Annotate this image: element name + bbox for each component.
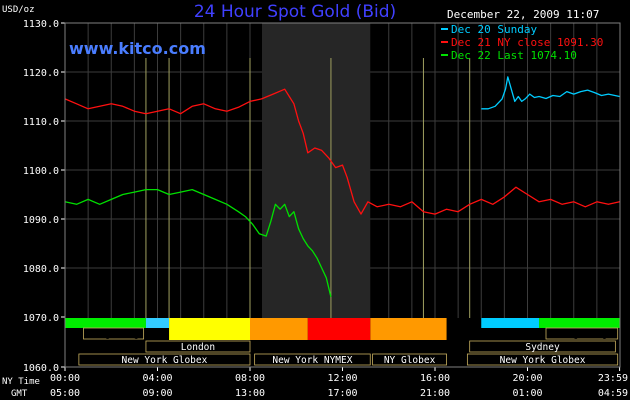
market-band-segment — [145, 318, 170, 328]
x-tick-label-gmt: 04:59 — [598, 388, 628, 399]
market-label: Hong Kong — [556, 329, 607, 340]
y-tick-label: 1070.0 — [23, 313, 59, 324]
market-label: New York NYMEX — [272, 355, 352, 366]
price-series — [64, 76, 620, 298]
market-label-box — [83, 327, 145, 340]
chart-title: 24 Hour Spot Gold (Bid) — [194, 2, 396, 22]
market-label: Hong Kong — [88, 329, 139, 340]
market-label-box — [254, 353, 371, 366]
market-label-box — [78, 353, 251, 366]
y-tick-label: 1100.0 — [23, 166, 59, 177]
x-axis: 00:00 05:00 04:00 09:00 08:00 13:00 12:00 17:00… — [50, 367, 628, 399]
ny-time-label: NY Time — [2, 377, 40, 387]
legend-entry-dec21: Dec 21 NY close 1091.30 — [451, 36, 603, 49]
market-label-box — [469, 340, 616, 353]
market-label: Sydney — [525, 342, 560, 353]
series-dec21 — [64, 88, 620, 215]
plot-frame — [64, 22, 621, 368]
legend-entry-dec22: Dec 22 Last 1074.10 — [451, 49, 577, 62]
ny-session-shade — [145, 23, 471, 318]
x-tick-label-ny: 00:00 — [50, 373, 80, 384]
market-label: London — [181, 342, 215, 353]
market-label-box — [466, 353, 619, 366]
brand-watermark: www.kitco.com — [69, 39, 206, 58]
y-axis-label: USD/oz — [2, 5, 35, 15]
x-tick-label-gmt: 13:00 — [235, 388, 265, 399]
market-band-segment — [250, 318, 308, 340]
market-label-box — [372, 353, 447, 366]
market-band-segment — [539, 318, 620, 328]
y-axis: 1130.0 1120.0 1110.0 1100.0 1090.0 1080.0 1070… — [23, 19, 65, 374]
x-tick-label-gmt: 17:00 — [327, 388, 357, 399]
series-dec22 — [64, 188, 332, 298]
y-tick-label: 1090.0 — [23, 215, 59, 226]
market-band-segment — [65, 318, 146, 328]
x-tick-label-ny: 08:00 — [235, 373, 265, 384]
y-tick-label: 1120.0 — [23, 68, 59, 79]
x-tick-label-ny: 20:00 — [512, 373, 542, 384]
x-tick-label-gmt: 05:00 — [50, 388, 80, 399]
market-label: NY Globex — [384, 355, 436, 366]
market-band-segment — [481, 318, 540, 328]
market-label-box — [145, 340, 251, 353]
y-tick-label: 1060.0 — [23, 363, 59, 374]
x-tick-label-gmt: 01:00 — [512, 388, 542, 399]
market-band-segment — [169, 318, 250, 340]
series-dec20 — [481, 76, 620, 110]
market-band-segment — [307, 318, 371, 340]
x-tick-label-ny: 12:00 — [327, 373, 357, 384]
market-band-segment — [370, 318, 447, 340]
y-tick-label: 1110.0 — [23, 117, 59, 128]
nymex-shade — [262, 23, 371, 318]
market-label: New York Globex — [122, 355, 208, 366]
y-tick-label: 1080.0 — [23, 264, 59, 275]
legend-entry-dec20: Dec 20 Sunday — [451, 23, 537, 36]
legend: Dec 20 Sunday Dec 21 NY close 1091.30 De… — [441, 23, 603, 62]
market-label-box — [545, 327, 619, 340]
x-tick-label-gmt: 21:00 — [420, 388, 450, 399]
x-tick-label-ny: 16:00 — [420, 373, 450, 384]
x-tick-label-ny: 04:00 — [142, 373, 172, 384]
x-tick-label-gmt: 09:00 — [142, 388, 172, 399]
x-tick-label-ny: 23:59 — [598, 373, 628, 384]
market-session-bands: Hong Kong Hong Kong London Sydney New York G… — [65, 318, 620, 366]
y-tick-label: 1130.0 — [23, 19, 59, 30]
gmt-label: GMT — [11, 389, 28, 399]
timestamp: December 22, 2009 11:07 — [447, 8, 599, 21]
market-label: New York Globex — [500, 355, 586, 366]
